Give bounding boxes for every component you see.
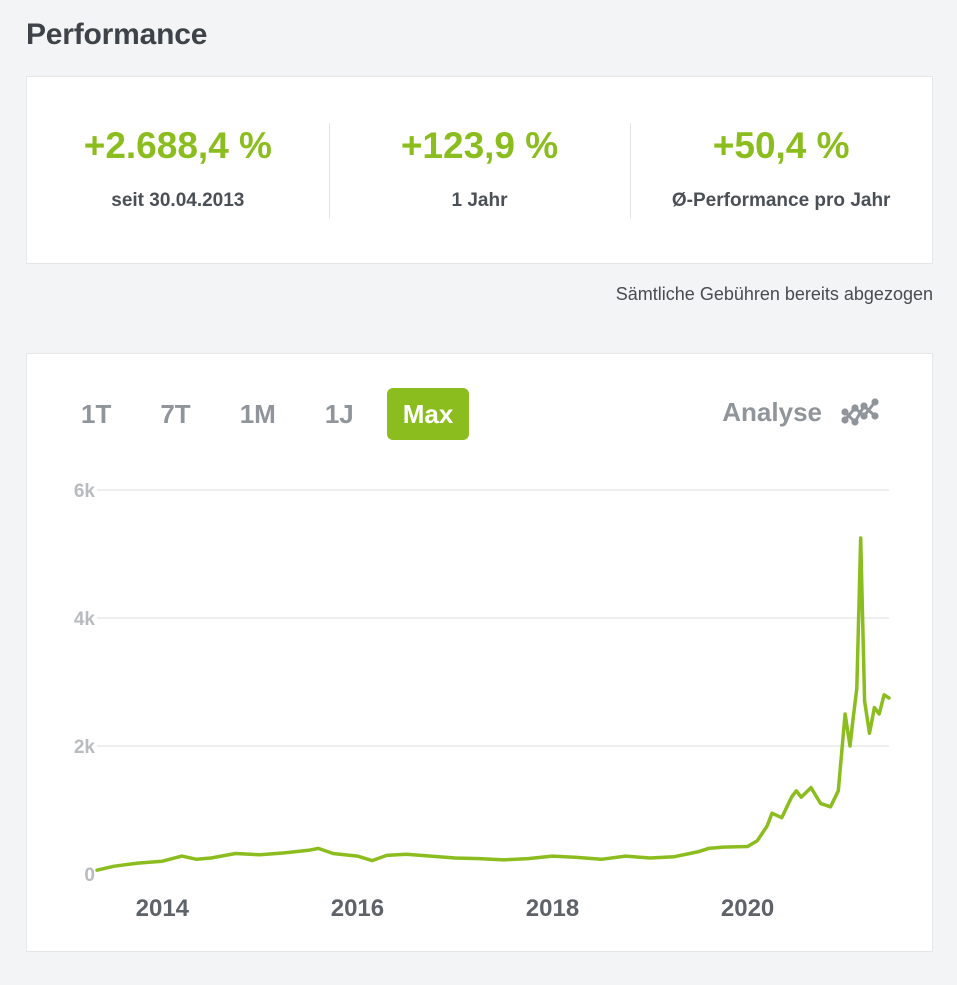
- chart-card: 0 2k 4k 6k 2014 2016 2018 2020 1T 7T 1M 1J Max…: [26, 353, 933, 952]
- performance-chart: 0 2k 4k 6k 2014 2016 2018 2020: [74, 481, 891, 922]
- tab-7t[interactable]: 7T: [160, 398, 191, 429]
- tab-1m[interactable]: 1M: [239, 398, 276, 429]
- stat-value: +50,4 %: [712, 125, 850, 166]
- analyse-button[interactable]: Analyse: [722, 394, 880, 430]
- tab-max[interactable]: Max: [386, 388, 470, 440]
- tab-1j[interactable]: 1J: [324, 398, 354, 429]
- y-tick-label: 0: [84, 865, 95, 886]
- range-tabs: 1T 7T 1M 1J Max: [65, 388, 486, 440]
- stat-one-year-performance: +123,9 % 1 Jahr: [328, 77, 631, 263]
- stat-value: +2.688,4 %: [83, 125, 272, 166]
- stat-label: seit 30.04.2013: [111, 190, 245, 211]
- x-tick-label: 2020: [721, 895, 774, 922]
- y-tick-label: 4k: [74, 609, 96, 630]
- stat-average-annual-performance: +50,4 % Ø-Performance pro Jahr: [630, 77, 932, 263]
- stat-label: Ø-Performance pro Jahr: [671, 190, 891, 211]
- fees-note: Sämtliche Gebühren bereits abgezogen: [615, 284, 933, 304]
- y-tick-label: 6k: [74, 481, 96, 502]
- performance-stats-card: +2.688,4 % seit 30.04.2013 +123,9 % 1 Ja…: [26, 76, 933, 264]
- x-tick-label: 2018: [526, 895, 579, 922]
- tab-1t[interactable]: 1T: [81, 398, 112, 429]
- stat-total-performance: +2.688,4 % seit 30.04.2013: [27, 77, 329, 263]
- stat-label: 1 Jahr: [451, 190, 508, 211]
- chart-analysis-icon: [841, 398, 879, 426]
- x-tick-label: 2014: [136, 895, 190, 922]
- stat-value: +123,9 %: [400, 125, 559, 166]
- page-title: Performance: [26, 18, 208, 51]
- analyse-label: Analyse: [722, 396, 822, 427]
- performance-series-line: [95, 536, 891, 872]
- x-tick-label: 2016: [331, 895, 384, 922]
- y-tick-label: 2k: [74, 737, 96, 758]
